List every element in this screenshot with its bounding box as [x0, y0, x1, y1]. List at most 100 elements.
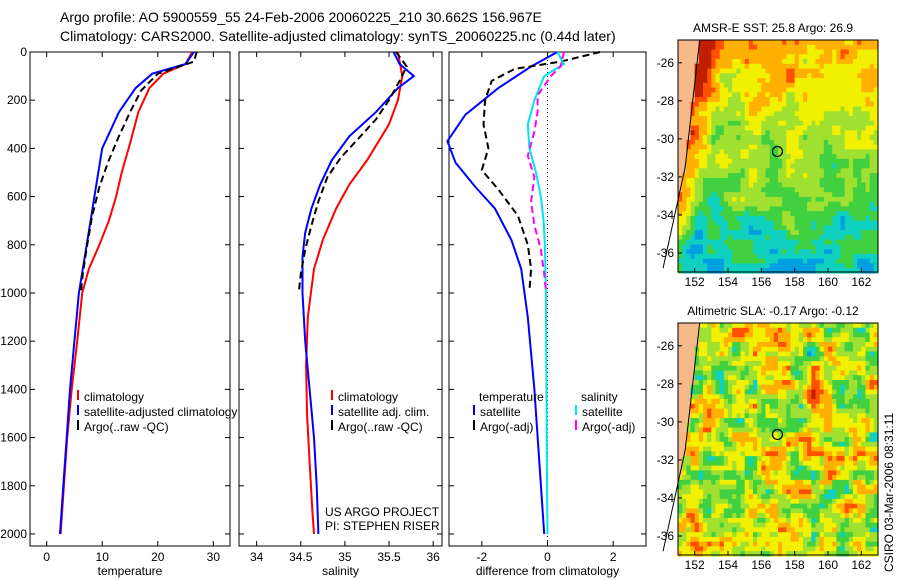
map-cell — [823, 323, 829, 329]
map-cell — [844, 337, 850, 343]
map-cell — [678, 389, 683, 395]
map-cell — [753, 503, 758, 510]
map-cell — [848, 536, 854, 543]
map-cell — [790, 375, 796, 381]
map-cell — [753, 173, 758, 179]
map-cell — [773, 413, 779, 419]
map-cell — [711, 187, 717, 193]
map-cell — [773, 239, 779, 246]
map-cell — [832, 268, 837, 274]
map-cell — [690, 225, 696, 231]
map-cell — [798, 437, 804, 443]
map-cell — [790, 192, 796, 198]
map-cell — [869, 403, 875, 410]
map-cell — [711, 517, 717, 524]
map-cell — [748, 346, 754, 353]
map-cell — [815, 351, 821, 357]
map-cell — [815, 206, 821, 212]
map-cell — [861, 475, 867, 481]
map-cell — [807, 239, 812, 246]
map-cell — [857, 268, 862, 274]
map-cell — [823, 225, 829, 231]
map-cell — [711, 380, 717, 386]
y-tick-label: 1800 — [0, 479, 27, 493]
map-cell — [723, 158, 729, 165]
map-cell — [769, 44, 775, 51]
map-cell — [757, 489, 762, 495]
map-cell — [865, 470, 871, 476]
map-cell — [732, 422, 737, 429]
map-cell — [694, 130, 700, 136]
map-cell — [844, 446, 850, 452]
map-cell — [728, 225, 733, 231]
map-cell — [703, 130, 708, 136]
map-cell — [711, 441, 717, 448]
map-cell — [794, 234, 800, 241]
map-cell — [840, 263, 846, 269]
map-cell — [761, 40, 767, 46]
map-cell — [778, 163, 783, 169]
map-cell — [815, 456, 821, 462]
map-cell — [828, 503, 833, 510]
map-cell — [844, 253, 850, 260]
argo-position-marker — [771, 145, 784, 158]
map-cell — [757, 375, 762, 381]
map-cell — [715, 479, 721, 486]
map-cell — [678, 479, 683, 486]
map-cell — [786, 111, 792, 117]
map-cell — [715, 149, 721, 155]
map-cell — [790, 196, 796, 203]
map-cell — [836, 230, 842, 236]
map-cell — [873, 97, 879, 103]
map-cell — [778, 517, 783, 524]
map-cell — [853, 101, 858, 108]
map-cell — [732, 225, 737, 231]
map-cell — [823, 546, 829, 552]
map-cell — [819, 513, 825, 519]
map-cell — [865, 239, 871, 246]
map-cell — [740, 87, 746, 93]
map-cell — [790, 551, 796, 557]
map-cell — [690, 106, 696, 112]
map-cell — [744, 125, 750, 131]
map-cell — [823, 394, 829, 400]
map-cell — [798, 258, 804, 265]
map-cell — [748, 408, 754, 414]
map-cell — [819, 494, 825, 500]
map-cell — [823, 249, 829, 255]
map-cell — [861, 239, 867, 246]
map-cell — [857, 356, 862, 362]
map-cell — [748, 120, 754, 127]
map-cell — [807, 332, 812, 338]
map-cell — [819, 187, 825, 193]
map-cell — [761, 182, 767, 188]
map-cell — [761, 422, 767, 429]
map-cell — [769, 215, 775, 222]
map-cell — [828, 441, 833, 448]
map-cell — [836, 422, 842, 429]
map-cell — [769, 384, 775, 391]
map-cell — [694, 427, 700, 433]
map-cell — [832, 101, 837, 108]
map-cell — [703, 479, 708, 486]
map-cell — [840, 144, 846, 150]
map-cell — [782, 54, 787, 60]
map-cell — [869, 192, 875, 198]
map-cell — [803, 399, 808, 405]
map-cell — [794, 92, 800, 98]
map-cell — [832, 187, 837, 193]
map-cell — [811, 365, 817, 372]
map-cell — [803, 403, 808, 410]
map-cell — [798, 332, 804, 338]
map-cell — [811, 206, 817, 212]
map-cell — [753, 384, 758, 391]
map-cell — [740, 432, 746, 438]
map-cell — [761, 78, 767, 84]
map-cell — [836, 249, 842, 255]
map-cell — [715, 399, 721, 405]
map-cell — [865, 263, 871, 269]
map-cell — [832, 441, 837, 448]
map-cell — [811, 370, 817, 376]
map-cell — [757, 484, 762, 490]
map-cell — [736, 384, 742, 391]
